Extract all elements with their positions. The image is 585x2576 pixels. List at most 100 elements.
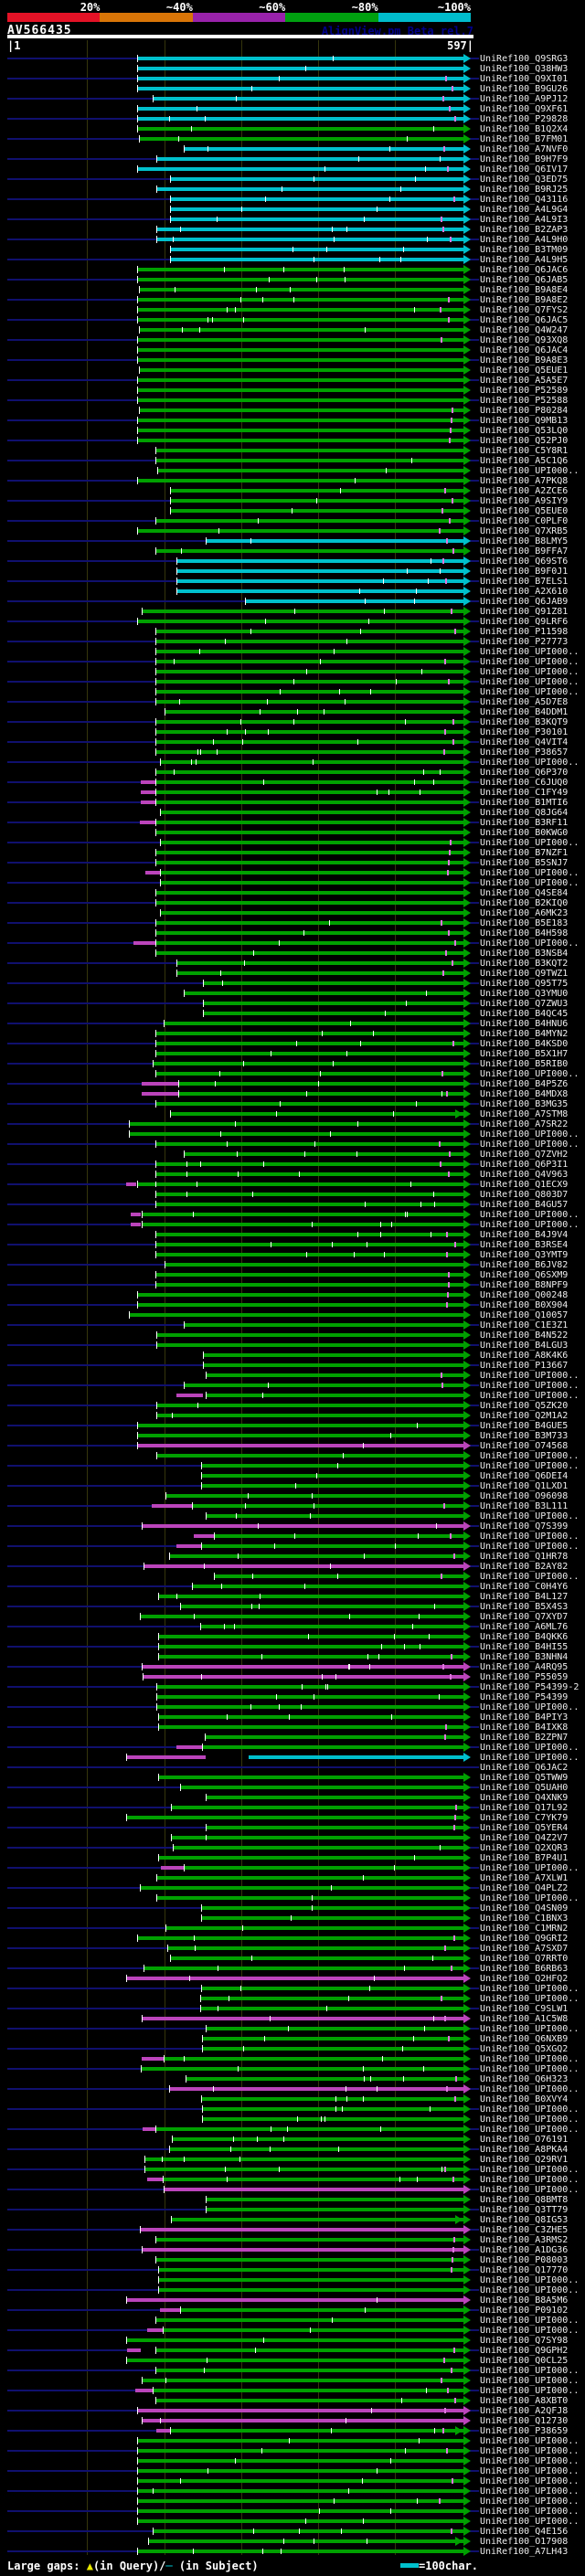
hit-bar[interactable] xyxy=(159,1715,463,1719)
hit-bar[interactable] xyxy=(138,2469,463,2473)
hit-bar[interactable] xyxy=(156,750,463,754)
hit-label[interactable]: UniRef100_Q10057 xyxy=(480,1310,569,1320)
hit-bar[interactable] xyxy=(215,1534,463,1538)
hit-bar[interactable] xyxy=(156,931,463,935)
alignment-row[interactable]: UniRef100_A3RMS2 xyxy=(0,2235,585,2245)
alignment-row[interactable]: UniRef100_C1E3Z1 xyxy=(0,1320,585,1330)
alignment-row[interactable]: UniRef100_B5E183 xyxy=(0,918,585,928)
alignment-row[interactable]: UniRef100_B4P5Z6 xyxy=(0,1079,585,1089)
alignment-row[interactable]: UniRef100_Q4XNK9 xyxy=(0,1793,585,1803)
hit-label[interactable]: UniRef100_UPI000.. xyxy=(480,1511,580,1521)
hit-label[interactable]: UniRef100_A6MK23 xyxy=(480,908,569,918)
hit-bar[interactable] xyxy=(157,1896,463,1900)
hit-label[interactable]: UniRef100_Q4V963 xyxy=(480,1170,569,1180)
hit-bar[interactable] xyxy=(181,1605,463,1608)
hit-label[interactable]: UniRef100_B2ZPN7 xyxy=(480,1733,569,1743)
alignment-row[interactable]: UniRef100_A2X610 xyxy=(0,587,585,597)
alignment-row[interactable]: UniRef100_UPI000.. xyxy=(0,1381,585,1391)
hit-bar[interactable] xyxy=(203,2117,463,2121)
alignment-row[interactable]: UniRef100_UPI000.. xyxy=(0,1391,585,1401)
hit-bar[interactable] xyxy=(130,1313,463,1317)
alignment-row[interactable]: UniRef100_Q6P3I1 xyxy=(0,1160,585,1170)
hit-label[interactable]: UniRef100_A2QFJ8 xyxy=(480,2406,569,2416)
alignment-row[interactable]: UniRef100_B3M733 xyxy=(0,1431,585,1441)
hit-bar[interactable] xyxy=(138,429,463,432)
hit-bar[interactable] xyxy=(177,971,463,975)
hit-label[interactable]: UniRef100_P54399 xyxy=(480,1692,569,1702)
hit-label[interactable]: UniRef100_B9A8E3 xyxy=(480,355,569,366)
hit-bar[interactable] xyxy=(138,87,463,90)
hit-label[interactable]: UniRef100_Q00248 xyxy=(480,1290,569,1300)
hit-label[interactable]: UniRef100_Q6H323 xyxy=(480,2074,569,2084)
hit-bar[interactable] xyxy=(177,579,463,583)
alignment-row[interactable]: UniRef100_Q93XQ8 xyxy=(0,335,585,345)
hit-label[interactable]: UniRef100_Q29RV1 xyxy=(480,2155,569,2165)
hit-label[interactable]: UniRef100_B3NHN4 xyxy=(480,1652,569,1662)
hit-label[interactable]: UniRef100_A8PKA4 xyxy=(480,2145,569,2155)
hit-bar[interactable] xyxy=(127,2338,463,2342)
alignment-row[interactable]: UniRef100_Q6H323 xyxy=(0,2074,585,2084)
hit-label[interactable]: UniRef100_P29828 xyxy=(480,114,569,124)
alignment-row[interactable]: UniRef100_UPI000.. xyxy=(0,2496,585,2507)
hit-label[interactable]: UniRef100_P38659 xyxy=(480,2426,569,2436)
alignment-row[interactable]: UniRef100_B0X904 xyxy=(0,1300,585,1310)
hit-label[interactable]: UniRef100_A4RQ95 xyxy=(480,1662,569,1672)
hit-label[interactable]: UniRef100_A4L9H5 xyxy=(480,255,569,265)
hit-bar[interactable] xyxy=(138,1303,463,1307)
alignment-row[interactable]: UniRef100_Q17770 xyxy=(0,2265,585,2275)
hit-bar[interactable] xyxy=(156,2258,463,2262)
hit-bar[interactable] xyxy=(156,780,463,784)
hit-bar[interactable] xyxy=(161,871,463,875)
hit-label[interactable]: UniRef100_A7SXD7 xyxy=(480,1944,569,1954)
hit-bar[interactable] xyxy=(156,670,463,673)
hit-label[interactable]: UniRef100_B9RJ25 xyxy=(480,185,569,195)
hit-bar[interactable] xyxy=(204,1363,463,1367)
hit-bar[interactable] xyxy=(193,1585,463,1588)
hit-label[interactable]: UniRef100_B9F0J1 xyxy=(480,567,569,577)
alignment-row[interactable]: UniRef100_P54399-2 xyxy=(0,1682,585,1692)
hit-label[interactable]: UniRef100_Q9TWZ1 xyxy=(480,969,569,979)
hit-label[interactable]: UniRef100_Q17L92 xyxy=(480,1803,569,1813)
alignment-row[interactable]: UniRef100_A2QFJ8 xyxy=(0,2406,585,2416)
hit-label[interactable]: UniRef100_A4L9H0 xyxy=(480,235,569,245)
alignment-row[interactable]: UniRef100_B4QKK6 xyxy=(0,1632,585,1642)
hit-label[interactable]: UniRef100_UPI000.. xyxy=(480,466,580,476)
hit-label[interactable]: UniRef100_B7NZF1 xyxy=(480,848,569,858)
alignment-row[interactable]: UniRef100_Q6NXB9 xyxy=(0,2034,585,2044)
alignment-row[interactable]: UniRef100_UPI000.. xyxy=(0,2125,585,2135)
hit-label[interactable]: UniRef100_UPI000.. xyxy=(480,1391,580,1401)
hit-bar[interactable] xyxy=(174,1846,463,1850)
alignment-row[interactable]: UniRef100_Q5YER4 xyxy=(0,1823,585,1833)
alignment-row[interactable]: UniRef100_UPI000.. xyxy=(0,838,585,848)
hit-bar[interactable] xyxy=(157,1333,463,1337)
hit-bar[interactable] xyxy=(193,1504,463,1508)
hit-label[interactable]: UniRef100_Q2XQR3 xyxy=(480,1843,569,1853)
hit-bar[interactable] xyxy=(159,2288,463,2292)
alignment-row[interactable]: UniRef100_B4L127 xyxy=(0,1592,585,1602)
alignment-row[interactable]: UniRef100_Q43116 xyxy=(0,195,585,205)
alignment-row[interactable]: UniRef100_UPI000.. xyxy=(0,2486,585,2496)
hit-bar[interactable] xyxy=(202,1484,463,1488)
hit-label[interactable]: UniRef100_P11598 xyxy=(480,627,569,637)
hit-bar[interactable] xyxy=(143,610,463,613)
hit-bar[interactable] xyxy=(138,127,463,131)
hit-bar[interactable] xyxy=(215,1574,463,1578)
hit-bar[interactable] xyxy=(156,1283,463,1287)
hit-bar[interactable] xyxy=(138,67,463,70)
hit-bar[interactable] xyxy=(138,1424,463,1427)
hit-label[interactable]: UniRef100_Q6JAC5 xyxy=(480,315,569,325)
hit-bar[interactable] xyxy=(138,338,463,342)
hit-label[interactable]: UniRef100_UPI000.. xyxy=(480,657,580,667)
hit-bar[interactable] xyxy=(130,1132,463,1136)
hit-bar[interactable] xyxy=(203,2037,463,2041)
hit-bar[interactable] xyxy=(140,328,463,332)
alignment-row[interactable]: UniRef100_Q17L92 xyxy=(0,1803,585,1813)
alignment-row[interactable]: UniRef100_C0H4Y6 xyxy=(0,1582,585,1592)
hit-label[interactable]: UniRef100_A7NVF0 xyxy=(480,144,569,154)
hit-label[interactable]: UniRef100_Q1ECX9 xyxy=(480,1180,569,1190)
alignment-row[interactable]: UniRef100_Q9XF61 xyxy=(0,104,585,114)
alignment-row[interactable]: UniRef100_P08003 xyxy=(0,2255,585,2265)
hit-bar[interactable] xyxy=(138,107,463,111)
alignment-row[interactable]: UniRef100_B4GU57 xyxy=(0,1200,585,1210)
alignment-row[interactable]: UniRef100_A4L9H0 xyxy=(0,235,585,245)
